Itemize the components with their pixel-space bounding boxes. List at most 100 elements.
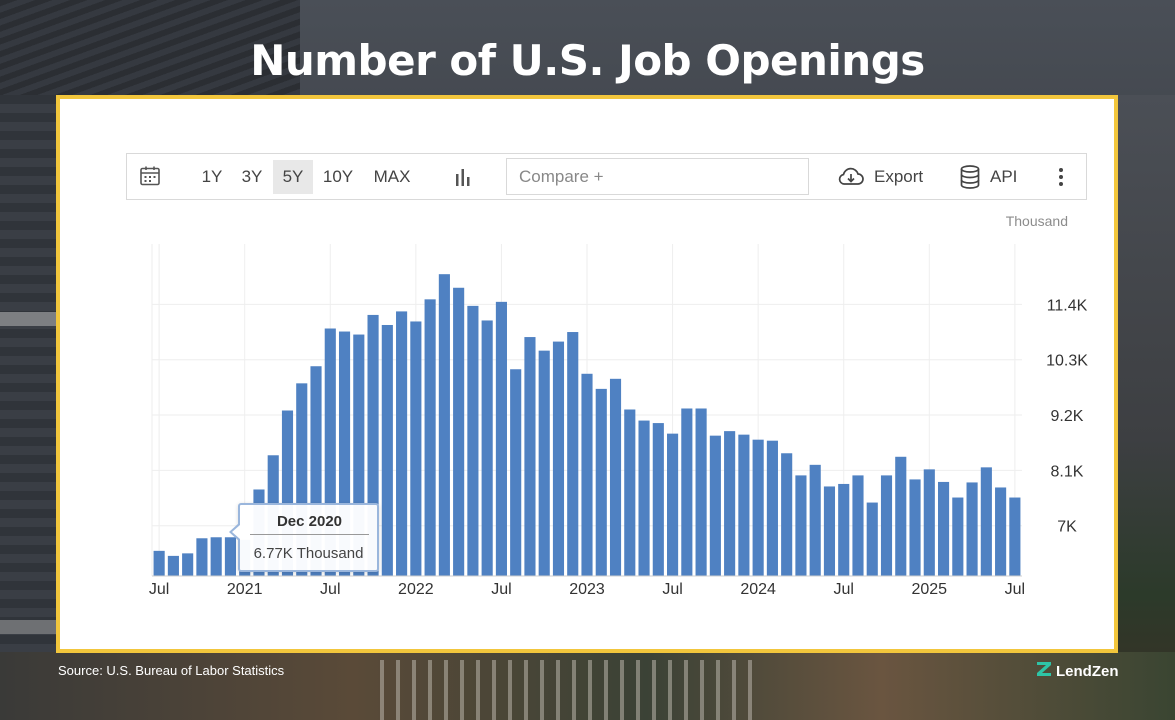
bar bbox=[838, 483, 850, 576]
bar bbox=[281, 410, 294, 576]
export-button[interactable]: Export bbox=[874, 167, 924, 186]
bar bbox=[310, 366, 322, 576]
more-vertical-icon[interactable] bbox=[1057, 166, 1065, 188]
api-button[interactable]: API bbox=[990, 167, 1018, 186]
x-tick-label: 2021 bbox=[227, 581, 263, 598]
source-caption: Source: U.S. Bureau of Labor Statistics bbox=[58, 663, 285, 678]
bar bbox=[895, 456, 907, 576]
database-icon[interactable] bbox=[959, 164, 981, 190]
bar bbox=[324, 328, 336, 576]
x-axis-ticks: Jul 2021 Jul 2022 Jul 2023 Jul 2024 Jul 2025 Jul bbox=[149, 581, 1025, 598]
brand-logo: LendZen bbox=[1036, 661, 1119, 681]
bar bbox=[396, 311, 408, 576]
background-fence bbox=[380, 660, 760, 720]
bar bbox=[296, 383, 308, 576]
bar bbox=[538, 350, 550, 576]
bar-chart-icon[interactable] bbox=[453, 166, 473, 188]
bar bbox=[995, 487, 1007, 576]
cloud-download-icon[interactable] bbox=[837, 165, 865, 189]
y-tick-label: 9.2K bbox=[1051, 408, 1084, 425]
bar bbox=[367, 314, 379, 576]
lendzen-logo-icon bbox=[1036, 661, 1052, 683]
bar bbox=[224, 537, 237, 576]
bar bbox=[196, 538, 208, 576]
range-1y-button[interactable]: 1Y bbox=[201, 167, 223, 186]
headline: Number of U.S. Job Openings bbox=[250, 36, 925, 85]
bar bbox=[438, 274, 450, 576]
range-5y-button[interactable]: 5Y bbox=[273, 160, 313, 194]
bar bbox=[966, 482, 978, 576]
bar bbox=[524, 337, 536, 576]
brand-name: LendZen bbox=[1056, 662, 1119, 680]
bar bbox=[652, 423, 664, 576]
tooltip-value: 6.77K Thousand bbox=[253, 545, 364, 562]
range-3y-button[interactable]: 3Y bbox=[241, 167, 263, 186]
bar bbox=[952, 497, 964, 576]
bar bbox=[581, 373, 593, 576]
bar bbox=[609, 378, 622, 576]
bar bbox=[752, 439, 764, 576]
bar bbox=[495, 301, 507, 576]
bar bbox=[167, 555, 179, 576]
bar bbox=[866, 502, 878, 576]
bar bbox=[381, 324, 393, 576]
y-tick-label: 8.1K bbox=[1051, 463, 1084, 480]
compare-input[interactable]: Compare + bbox=[506, 158, 809, 195]
x-tick-label: Jul bbox=[833, 581, 853, 598]
y-axis-ticks: 7K 8.1K 9.2K 10.3K 11.4K bbox=[1046, 297, 1088, 535]
bar bbox=[909, 479, 921, 576]
bar bbox=[182, 553, 194, 576]
bar bbox=[823, 486, 836, 576]
bar bbox=[809, 464, 821, 576]
background-roof bbox=[0, 0, 300, 95]
x-tick-label: 2025 bbox=[911, 581, 947, 598]
bar bbox=[595, 388, 607, 576]
bar bbox=[766, 440, 778, 576]
y-tick-label: 7K bbox=[1057, 519, 1077, 536]
bar bbox=[695, 408, 707, 576]
range-max-button[interactable]: MAX bbox=[373, 167, 411, 186]
bar bbox=[410, 321, 422, 576]
bar bbox=[510, 369, 522, 576]
x-tick-label: Jul bbox=[1005, 581, 1025, 598]
bar bbox=[781, 453, 793, 576]
bar bbox=[567, 332, 579, 576]
bar bbox=[153, 550, 165, 576]
bar bbox=[624, 409, 636, 576]
background-trim bbox=[0, 312, 58, 326]
x-tick-label: Jul bbox=[491, 581, 511, 598]
bar bbox=[453, 287, 465, 576]
chart-bars bbox=[152, 274, 1022, 577]
bar bbox=[980, 467, 992, 576]
bar bbox=[424, 299, 436, 576]
chart-tooltip: Dec 2020 6.77K Thousand bbox=[229, 503, 379, 572]
x-tick-label: Jul bbox=[149, 581, 169, 598]
x-tick-label: 2022 bbox=[398, 581, 434, 598]
bar bbox=[210, 537, 222, 576]
bar bbox=[709, 435, 721, 576]
background-house-siding bbox=[0, 95, 58, 720]
calendar-icon[interactable] bbox=[139, 165, 161, 187]
background-house-right bbox=[1117, 95, 1175, 720]
unit-label: Thousand bbox=[1005, 213, 1068, 229]
bar-chart: 7K 8.1K 9.2K 10.3K 11.4K Jul 2021 Jul 2022 Jul 20… bbox=[149, 244, 1088, 598]
bar bbox=[1009, 497, 1021, 576]
bar bbox=[338, 331, 351, 576]
x-tick-label: 2023 bbox=[569, 581, 605, 598]
bar bbox=[923, 469, 935, 576]
bar bbox=[795, 475, 807, 576]
bar bbox=[481, 320, 493, 576]
bar bbox=[353, 334, 365, 576]
bar bbox=[738, 434, 750, 576]
bar bbox=[937, 481, 950, 576]
tooltip-date: Dec 2020 bbox=[250, 513, 369, 535]
range-10y-button[interactable]: 10Y bbox=[322, 167, 354, 186]
y-tick-label: 11.4K bbox=[1047, 297, 1088, 314]
x-tick-label: Jul bbox=[662, 581, 682, 598]
bar bbox=[852, 475, 864, 576]
y-tick-label: 10.3K bbox=[1046, 353, 1088, 370]
bar bbox=[638, 420, 650, 576]
chart-frame: 1Y 3Y 5Y 10Y MAX Compare + Export bbox=[56, 95, 1118, 653]
chart-toolbar: 1Y 3Y 5Y 10Y MAX Compare + Export bbox=[126, 153, 1087, 200]
x-tick-label: 2024 bbox=[740, 581, 776, 598]
